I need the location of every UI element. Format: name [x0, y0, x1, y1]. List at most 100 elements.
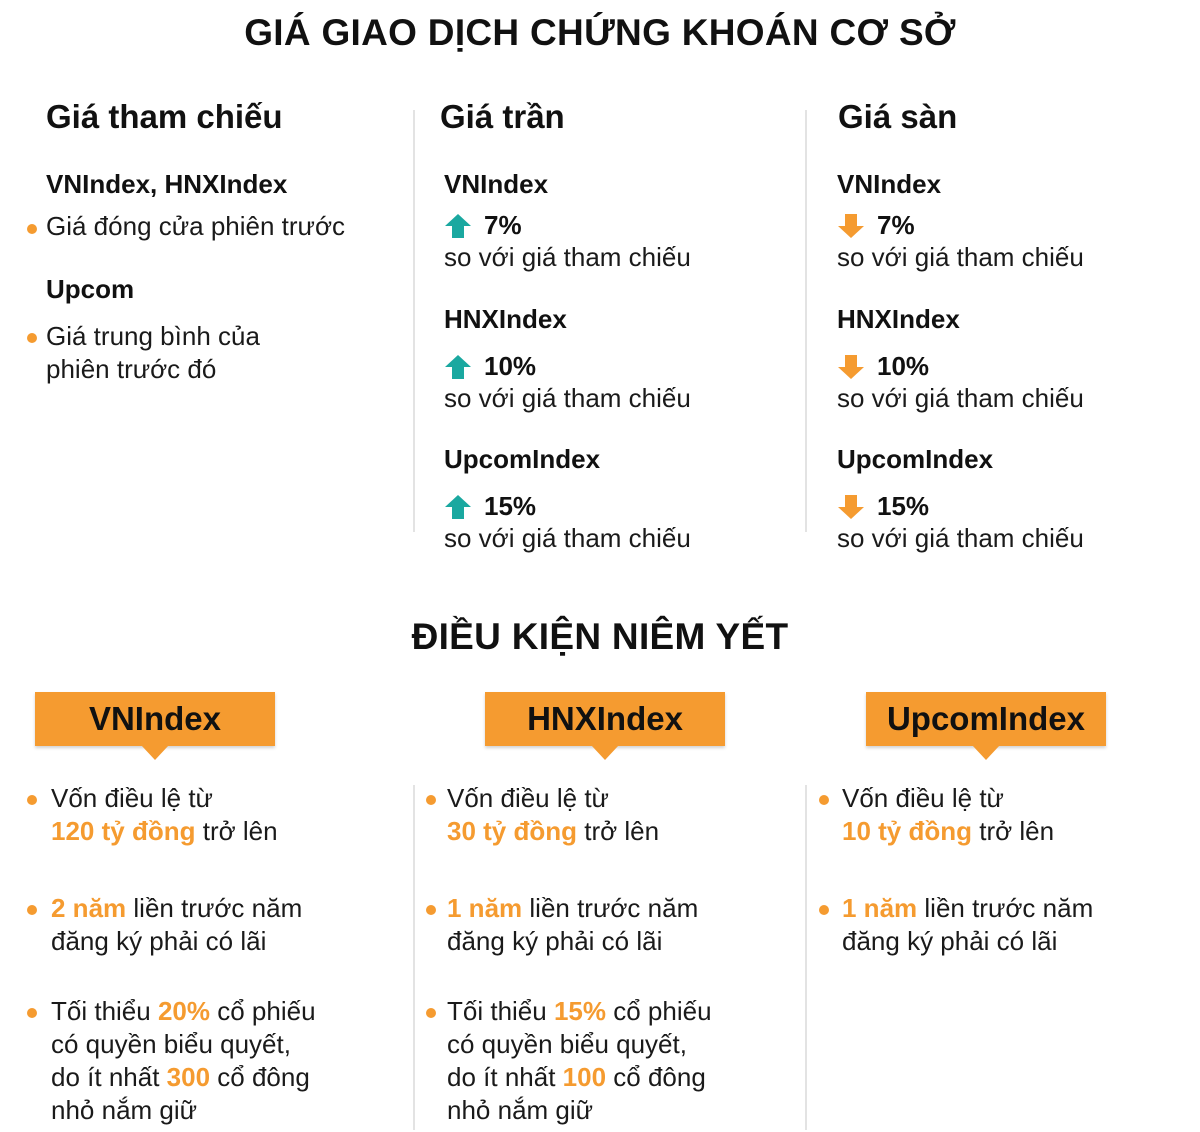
bullet-dot-icon — [27, 224, 37, 234]
pct-row: 15% — [444, 491, 691, 522]
text: liền trước năm — [529, 893, 699, 923]
pct-value: 7% — [877, 210, 915, 240]
arrow-up-icon — [445, 494, 471, 519]
highlight-value: 1 năm — [842, 893, 918, 923]
index-name: HNXIndex — [444, 304, 567, 334]
pct-row: 10% — [444, 351, 691, 382]
bullet-line: 10 tỷ đồng trở lên — [842, 815, 1054, 848]
bullet-line: đăng ký phải có lãi — [447, 926, 663, 956]
tag-pointer — [141, 745, 169, 760]
text: cổ phiếu — [613, 996, 712, 1026]
pct-value: 10% — [877, 351, 930, 381]
bullet-line: Giá trung bình của — [46, 321, 260, 351]
pct-note: so với giá tham chiếu — [837, 242, 1084, 272]
bullet-dot-icon — [426, 1008, 436, 1018]
bullet-line: có quyền biểu quyết, — [447, 1029, 687, 1059]
pct-value: 15% — [877, 491, 930, 521]
column-divider — [805, 785, 807, 1130]
bullet-line: Vốn điều lệ từ — [842, 783, 1004, 813]
ceiling-item: HNXIndex 10% so với giá tham chiếu — [444, 304, 691, 415]
bullet-line: 30 tỷ đồng trở lên — [447, 815, 659, 848]
bullet-dot-icon — [27, 795, 37, 805]
index-name: HNXIndex — [837, 304, 960, 334]
text: cổ phiếu — [217, 996, 316, 1026]
tag-pointer — [972, 745, 1000, 760]
bullet-dot-icon — [27, 1008, 37, 1018]
arrow-down-icon — [838, 354, 864, 379]
index-name: VNIndex — [837, 169, 942, 199]
text: liền trước năm — [924, 893, 1094, 923]
text: cổ đông — [217, 1062, 310, 1092]
pct-note: so với giá tham chiếu — [444, 523, 691, 553]
pct-note: so với giá tham chiếu — [444, 242, 691, 272]
pct-note: so với giá tham chiếu — [444, 383, 691, 413]
floor-heading: Giá sàn — [838, 98, 958, 135]
text: Tối thiểu — [51, 996, 151, 1026]
index-name: UpcomIndex — [444, 444, 601, 474]
column-divider — [805, 110, 807, 532]
pct-value: 15% — [484, 491, 537, 521]
column-divider — [413, 110, 415, 532]
reference-group2-bullet: Giá trung bình của phiên trước đó — [46, 320, 260, 386]
pct-row: 7% — [444, 210, 691, 241]
bullet-dot-icon — [426, 795, 436, 805]
highlight-value: 20% — [157, 996, 211, 1026]
bullet-dot-icon — [27, 333, 37, 343]
highlight-value: 100 — [562, 1062, 607, 1092]
highlight-value: 1 năm — [447, 893, 523, 923]
floor-item: HNXIndex 10% so với giá tham chiếu — [837, 304, 1084, 415]
bullet-dot-icon — [426, 905, 436, 915]
index-name: VNIndex — [444, 169, 549, 199]
profit-requirement: 2 năm liền trước năm đăng ký phải có lãi — [51, 892, 302, 958]
index-tag: UpcomIndex — [866, 692, 1106, 760]
highlight-value: 120 tỷ đồng — [51, 816, 196, 846]
pct-row: 7% — [837, 210, 1084, 241]
text: Tối thiểu — [447, 996, 547, 1026]
profit-requirement: 1 năm liền trước năm đăng ký phải có lãi — [842, 892, 1093, 958]
arrow-up-icon — [445, 213, 471, 238]
bullet-line: 2 năm liền trước năm — [51, 892, 302, 925]
bullet-dot-icon — [819, 905, 829, 915]
bullet-line: nhỏ nắm giữ — [447, 1095, 594, 1125]
index-tag: VNIndex — [35, 692, 275, 760]
tag-label: HNXIndex — [527, 700, 683, 737]
tag-pointer — [591, 745, 619, 760]
tag-label: UpcomIndex — [886, 700, 1086, 737]
bullet-line: nhỏ nắm giữ — [51, 1095, 198, 1125]
text: cổ đông — [613, 1062, 706, 1092]
bullet-line: có quyền biểu quyết, — [51, 1029, 291, 1059]
ceiling-item: UpcomIndex 15% so với giá tham chiếu — [444, 444, 691, 555]
pct-value: 7% — [484, 210, 522, 240]
bullet-line: 1 năm liền trước năm — [447, 892, 698, 925]
reference-group1-label: VNIndex, HNXIndex — [46, 169, 288, 199]
pct-note: so với giá tham chiếu — [837, 523, 1084, 553]
capital-requirement: Vốn điều lệ từ 120 tỷ đồng trở lên — [51, 782, 278, 848]
section-title-prices: GIÁ GIAO DỊCH CHỨNG KHOÁN CƠ SỞ — [244, 12, 956, 53]
index-name: UpcomIndex — [837, 444, 994, 474]
bullet-line: đăng ký phải có lãi — [51, 926, 267, 956]
capital-requirement: Vốn điều lệ từ 30 tỷ đồng trở lên — [447, 782, 659, 848]
arrow-down-icon — [838, 494, 864, 519]
highlight-value: 2 năm — [51, 893, 127, 923]
text: trở lên — [584, 816, 660, 846]
capital-requirement: Vốn điều lệ từ 10 tỷ đồng trở lên — [842, 782, 1054, 848]
reference-group2-label: Upcom — [46, 274, 135, 304]
text: do ít nhất — [447, 1062, 556, 1092]
floor-item: UpcomIndex 15% so với giá tham chiếu — [837, 444, 1084, 555]
column-divider — [413, 785, 415, 1130]
highlight-value: 300 — [166, 1062, 211, 1092]
bullet-line: Tối thiểu 15% cổ phiếu — [447, 995, 712, 1028]
bullet-line: do ít nhất 100 cổ đông — [447, 1061, 712, 1094]
text: trở lên — [979, 816, 1055, 846]
bullet-line: 120 tỷ đồng trở lên — [51, 815, 278, 848]
arrow-down-icon — [838, 213, 864, 238]
bullet-line: đăng ký phải có lãi — [842, 926, 1058, 956]
arrow-up-icon — [445, 354, 471, 379]
shareholder-requirement: Tối thiểu 20% cổ phiếu có quyền biểu quy… — [51, 995, 316, 1127]
text: liền trước năm — [133, 893, 303, 923]
bullet-dot-icon — [819, 795, 829, 805]
reference-group1-bullet: Giá đóng cửa phiên trước — [46, 211, 346, 241]
highlight-value: 30 tỷ đồng — [447, 816, 578, 846]
bullet-line: phiên trước đó — [46, 354, 217, 384]
reference-heading: Giá tham chiếu — [46, 98, 283, 135]
